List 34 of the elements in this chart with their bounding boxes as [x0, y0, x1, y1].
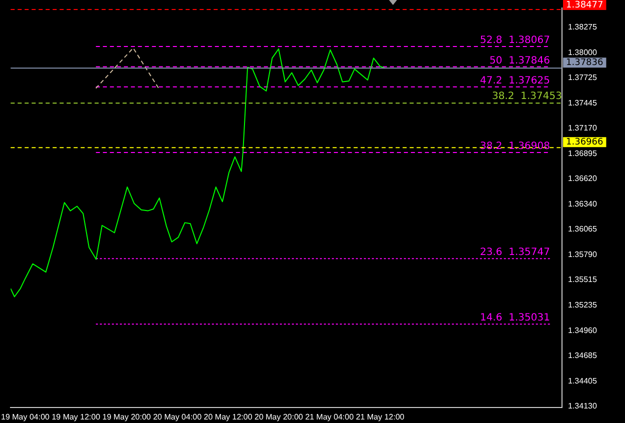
y-tick-label: 1.36065: [568, 224, 598, 234]
x-tick-label: 20 May 04:00: [153, 412, 202, 422]
y-tick-label: 1.36620: [568, 174, 598, 183]
y-tick-label: 1.37725: [568, 72, 598, 82]
annotation: 52.8 1.38067: [480, 35, 550, 46]
annotation: 38.2 1.36908: [480, 141, 550, 152]
y-tick-label: 1.36340: [568, 200, 598, 209]
y-tick-label: 1.36895: [568, 148, 598, 158]
annotation: 14.6 1.35031: [480, 312, 550, 324]
x-tick-label: 21 May 12:00: [356, 412, 405, 422]
x-tick-label: 19 May 12:00: [52, 412, 101, 422]
y-tick-label: 1.34960: [568, 326, 598, 335]
y-tick-label: 1.38275: [568, 22, 598, 32]
y-tick-label: 1.35790: [568, 250, 598, 259]
y-tick-label: 1.35515: [568, 275, 598, 284]
x-tick-label: 19 May 20:00: [102, 412, 152, 422]
annotation: 50 1.37846: [490, 55, 550, 66]
y-tick-label: 1.37170: [568, 124, 598, 133]
ref-line-label: 1.36966: [566, 138, 604, 148]
ref-line-label: 1.38477: [566, 0, 604, 10]
y-tick-label: 1.34685: [568, 350, 598, 360]
y-tick-label: 1.35235: [568, 300, 598, 310]
annotation: 23.6 1.35747: [480, 247, 550, 258]
y-tick-label: 1.37445: [568, 98, 598, 108]
annotation: 47.2 1.37625: [480, 75, 550, 86]
x-tick-label: 20 May 12:00: [204, 412, 253, 422]
annotation: 38.2 1.37453: [492, 91, 562, 102]
y-tick-label: 1.34405: [568, 376, 598, 386]
x-tick-label: 21 May 04:00: [305, 412, 354, 422]
y-tick-label: 1.38000: [568, 48, 598, 57]
ref-line-label: 1.37836: [566, 58, 604, 68]
x-tick-label: 20 May 20:00: [254, 412, 304, 422]
x-tick-label: 19 May 04:00: [0, 412, 50, 422]
y-tick-label: 1.34130: [568, 402, 598, 411]
